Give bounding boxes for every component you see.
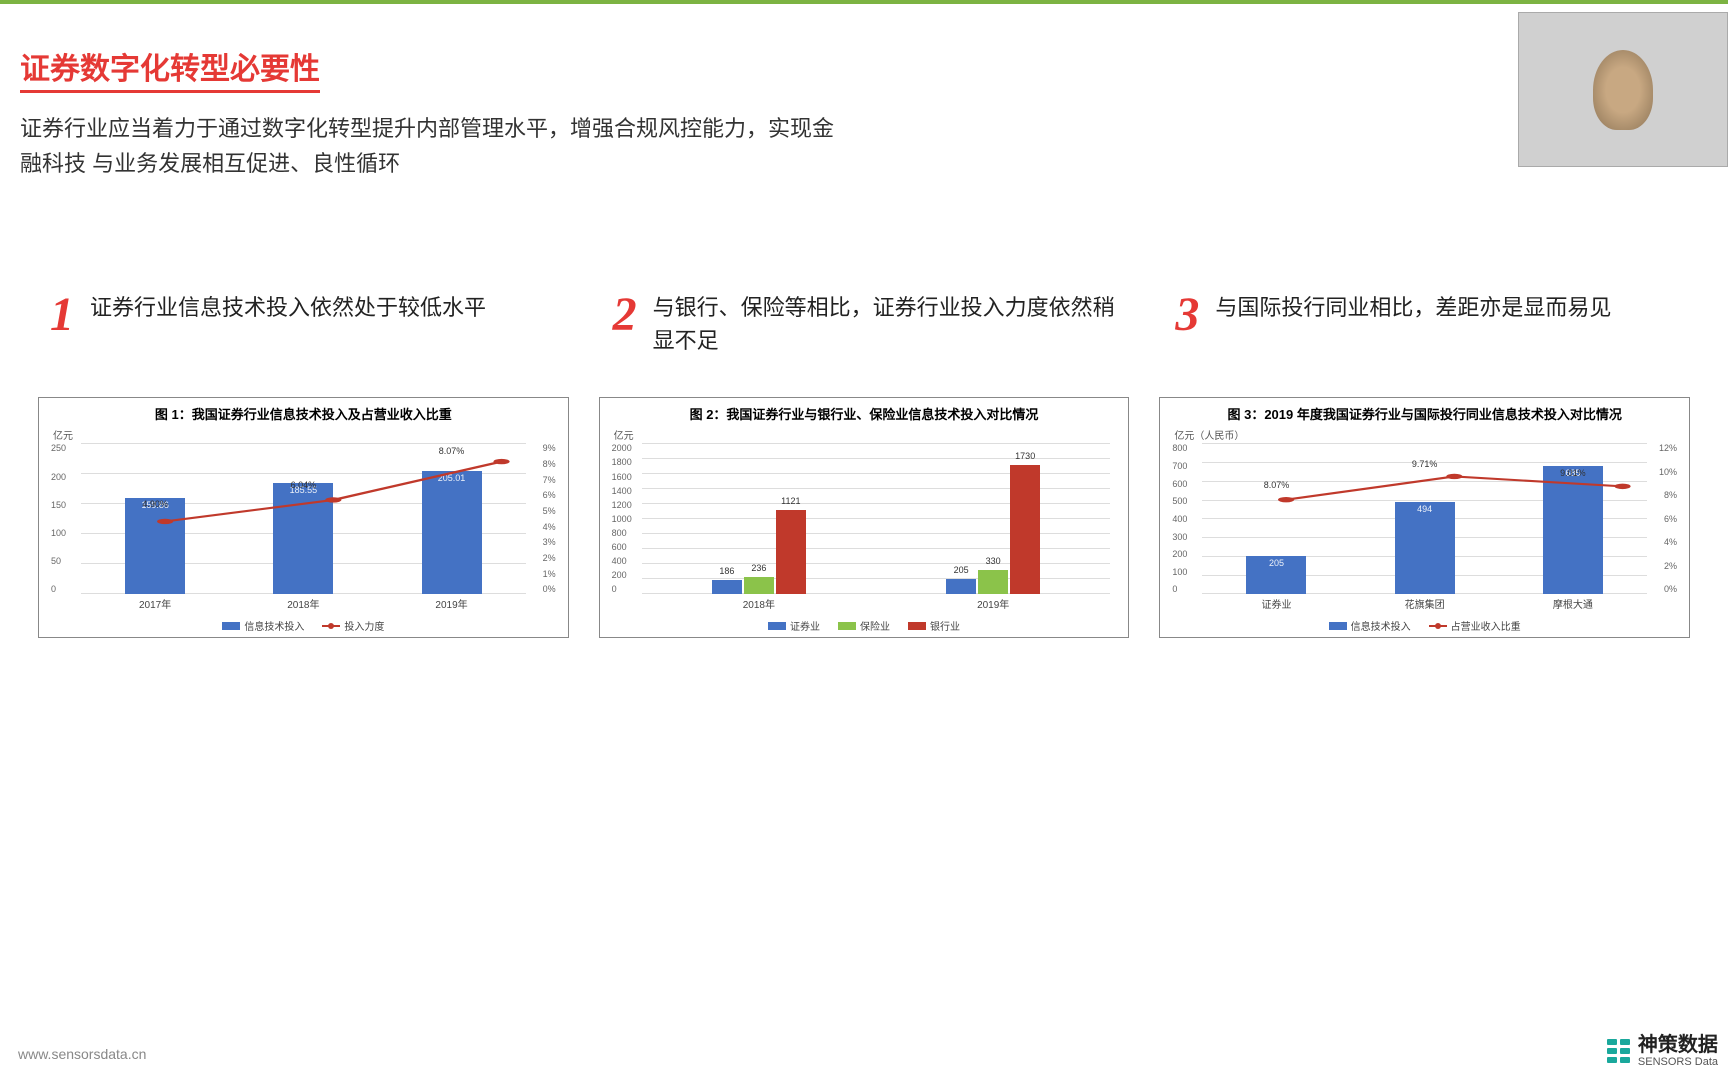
point-text-3: 与国际投行同业相比，差距亦是显而易见 [1215,291,1611,324]
point-text-1: 证券行业信息技术投入依然处于较低水平 [90,291,486,324]
logo-icon [1607,1039,1630,1063]
brand-en: SENSORS Data [1638,1056,1718,1068]
slide-content: 证券数字化转型必要性 证券行业应当着力于通过数字化转型提升内部管理水平，增强合规… [0,4,1728,638]
presenter-video [1518,12,1728,167]
point-num-1: 1 [50,291,74,339]
point-text-2: 与银行、保险等相比，证券行业投入力度依然稍显不足 [653,291,1116,357]
slide-title: 证券数字化转型必要性 [20,44,320,93]
key-point-1: 1 证券行业信息技术投入依然处于较低水平 [50,291,553,357]
key-points-row: 1 证券行业信息技术投入依然处于较低水平 2 与银行、保险等相比，证券行业投入力度依然… [20,291,1708,357]
charts-row: 图 1：我国证券行业信息技术投入及占营业收入比重 亿元 250200150100… [20,397,1708,638]
point-num-3: 3 [1175,291,1199,339]
key-point-3: 3 与国际投行同业相比，差距亦是显而易见 [1175,291,1678,357]
chart-3-yunit: 亿元（人民币） [1164,427,1685,442]
chart-2-legend: 证券业保险业银行业 [604,618,1125,633]
chart-2-title: 图 2：我国证券行业与银行业、保险业信息技术投入对比情况 [604,404,1125,423]
chart-1-plot: 2502001501005009%8%7%6%5%4%3%2%1%0%159.8… [51,444,556,614]
chart-1: 图 1：我国证券行业信息技术投入及占营业收入比重 亿元 250200150100… [38,397,569,638]
chart-3-plot: 800700600500400300200100012%10%8%6%4%2%0… [1172,444,1677,614]
brand-cn: 神策数据 [1638,1034,1718,1056]
chart-3-legend: 信息技术投入占营业收入比重 [1164,618,1685,633]
key-point-2: 2 与银行、保险等相比，证券行业投入力度依然稍显不足 [613,291,1116,357]
chart-2-yunit: 亿元 [604,427,1125,442]
brand-logo: 神策数据 SENSORS Data [1607,1034,1718,1068]
chart-1-title: 图 1：我国证券行业信息技术投入及占营业收入比重 [43,404,564,423]
footer-url: www.sensorsdata.cn [18,1046,146,1062]
chart-3: 图 3：2019 年度我国证券行业与国际投行同业信息技术投入对比情况 亿元（人民… [1159,397,1690,638]
chart-1-legend: 信息技术投入投入力度 [43,618,564,633]
point-num-2: 2 [613,291,637,339]
chart-2-plot: 2000180016001400120010008006004002000186… [612,444,1117,614]
chart-2: 图 2：我国证券行业与银行业、保险业信息技术投入对比情况 亿元 20001800… [599,397,1130,638]
chart-3-title: 图 3：2019 年度我国证券行业与国际投行同业信息技术投入对比情况 [1164,404,1685,423]
chart-1-yunit: 亿元 [43,427,564,442]
slide-subtitle: 证券行业应当着力于通过数字化转型提升内部管理水平，增强合规风控能力，实现金融科技… [20,111,840,181]
